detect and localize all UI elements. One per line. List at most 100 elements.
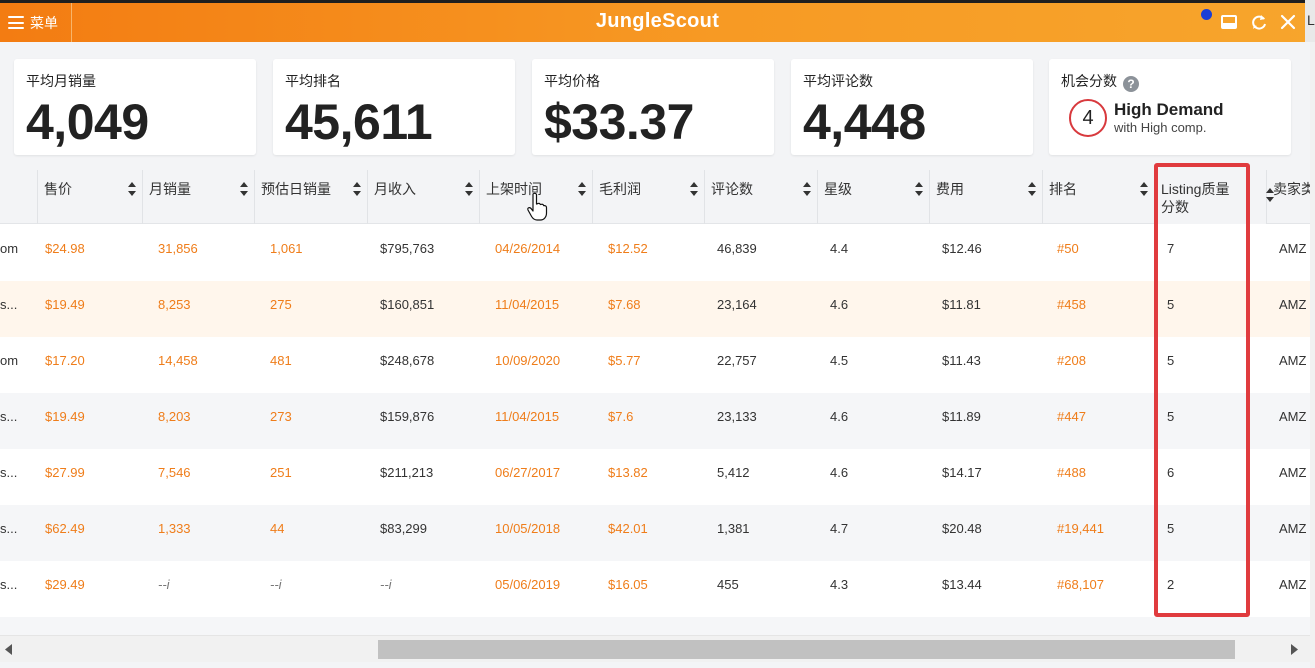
sort-icon[interactable] — [1266, 188, 1274, 202]
table-row[interactable]: s... $19.49 8,203 273 $159,876 11/04/2015 $7.6… — [0, 393, 1310, 449]
cell-revenue: $795,763 — [380, 241, 435, 256]
column-header-label: 月销量 — [149, 181, 191, 197]
summary-cards: 平均月销量 4,049 平均排名 45,611 平均价格 $33.37 平均评论… — [0, 42, 1315, 170]
stat-label: 平均排名 — [285, 73, 341, 89]
cell-price: $17.20 — [45, 353, 85, 368]
column-header-c0[interactable] — [0, 170, 38, 224]
cell-reviews: 5,412 — [717, 465, 750, 480]
cell-daily-sales: 1,061 — [270, 241, 303, 256]
table-row[interactable]: s... $29.49 --i --i --i 05/06/2019 $16.05 455 4.… — [0, 561, 1310, 617]
table-row[interactable]: s... $27.99 7,546 251 $211,213 06/27/2017 $13.… — [0, 449, 1310, 505]
cell-margin: $16.05 — [608, 577, 648, 592]
column-header-fee[interactable]: 费用 — [930, 170, 1043, 224]
refresh-icon[interactable] — [1249, 12, 1269, 32]
product-table: 售价 月销量 预估日销量 月收入 上架时间 毛利润 评论数 星级 费用 排名 Listing质量分数… — [0, 170, 1310, 635]
cell-date: 06/27/2017 — [495, 465, 561, 480]
table-row[interactable]: s... $19.49 8,253 275 $160,851 11/04/2015 $7.6… — [0, 281, 1310, 337]
stat-card-avg-price: 平均价格 $33.37 — [532, 59, 774, 155]
cell-reviews: 455 — [717, 577, 739, 592]
column-header-price[interactable]: 售价 — [38, 170, 143, 224]
sort-icon[interactable] — [578, 182, 586, 196]
cell-monthly-sales: 7,546 — [158, 465, 191, 480]
hamburger-icon — [8, 16, 24, 29]
sort-icon[interactable] — [465, 182, 473, 196]
column-header-monthly-sales[interactable]: 月销量 — [143, 170, 255, 224]
cell-date: 11/04/2015 — [495, 409, 560, 424]
menu-label: 菜单 — [30, 14, 58, 31]
cell-seller: AMZ — [1279, 297, 1307, 312]
brand-logo: JungleScout — [595, 10, 720, 32]
opportunity-title: High Demand — [1114, 100, 1224, 119]
top-bar: 菜单 JungleScout — [0, 0, 1315, 42]
cell-c0: s... — [0, 409, 18, 424]
minimize-window-icon[interactable] — [1219, 12, 1239, 32]
table-row[interactable]: s... $62.49 1,333 44 $83,299 10/05/2018 $42.01… — [0, 505, 1310, 561]
sort-icon[interactable] — [353, 182, 361, 196]
column-header-label: 上架时间 — [486, 181, 542, 197]
cell-fee: $11.89 — [942, 409, 981, 424]
sort-icon[interactable] — [1140, 182, 1148, 196]
cell-margin: $5.77 — [608, 353, 641, 368]
cell-rating: 4.6 — [830, 465, 849, 480]
column-header-seller[interactable]: 卖家类 — [1267, 170, 1310, 224]
stat-value: 4,448 — [803, 94, 926, 150]
cell-rank: #68,107 — [1057, 577, 1104, 592]
cell-reviews: 46,839 — [717, 241, 757, 256]
cell-reviews: 23,164 — [717, 297, 757, 312]
cell-rating: 4.7 — [830, 521, 849, 536]
sort-icon[interactable] — [240, 182, 248, 196]
sort-icon[interactable] — [690, 182, 698, 196]
cell-price: $24.98 — [45, 241, 85, 256]
opportunity-label-text: 机会分数 — [1061, 73, 1117, 89]
cell-monthly-sales: 1,333 — [158, 521, 191, 536]
cell-fee: $11.43 — [942, 353, 981, 368]
menu-button[interactable]: 菜单 — [0, 3, 72, 42]
stat-label: 平均评论数 — [803, 73, 873, 89]
sort-icon[interactable] — [1028, 182, 1036, 196]
sort-icon[interactable] — [128, 182, 136, 196]
cell-c0: s... — [0, 577, 18, 592]
stat-card-avg-rank: 平均排名 45,611 — [273, 59, 515, 155]
column-header-label: 排名 — [1049, 181, 1077, 197]
cell-fee: $11.81 — [942, 297, 981, 312]
background-window-edge: L — [1305, 0, 1315, 42]
scrollbar-thumb[interactable] — [378, 640, 1235, 659]
cell-price: $19.49 — [45, 297, 85, 312]
stat-value: 45,611 — [285, 94, 433, 150]
stat-card-avg-reviews: 平均评论数 4,448 — [791, 59, 1033, 155]
cell-lqs: 5 — [1167, 297, 1175, 312]
table-row[interactable]: om $24.98 31,856 1,061 $795,763 04/26/2014 $12… — [0, 225, 1310, 281]
cell-revenue: --i — [380, 577, 392, 592]
opportunity-label: 机会分数? — [1061, 71, 1139, 92]
cell-monthly-sales: 8,203 — [158, 409, 191, 424]
cell-reviews: 22,757 — [717, 353, 757, 368]
table-row[interactable]: om $17.20 14,458 481 $248,678 10/09/2020 $5.77… — [0, 337, 1310, 393]
cell-price: $19.49 — [45, 409, 85, 424]
close-icon[interactable] — [1278, 12, 1298, 32]
cell-date: 10/05/2018 — [495, 521, 561, 536]
help-icon[interactable]: ? — [1123, 76, 1139, 92]
scroll-left-icon[interactable] — [5, 644, 13, 655]
column-header-lqs[interactable]: Listing质量分数 — [1155, 170, 1274, 224]
cell-revenue: $211,213 — [380, 465, 434, 480]
cell-c0: om — [0, 241, 19, 256]
column-header-revenue[interactable]: 月收入 — [368, 170, 480, 224]
column-header-margin[interactable]: 毛利润 — [593, 170, 705, 224]
stat-label: 平均月销量 — [26, 73, 96, 89]
cell-fee: $13.44 — [942, 577, 982, 592]
column-header-reviews[interactable]: 评论数 — [705, 170, 818, 224]
column-header-rank[interactable]: 排名 — [1043, 170, 1155, 224]
cell-c0: s... — [0, 521, 18, 536]
cell-reviews: 23,133 — [717, 409, 757, 424]
column-header-rating[interactable]: 星级 — [818, 170, 930, 224]
column-header-date[interactable]: 上架时间 — [480, 170, 593, 224]
column-header-daily-sales[interactable]: 预估日销量 — [255, 170, 368, 224]
cell-daily-sales: 273 — [270, 409, 292, 424]
cell-margin: $13.82 — [608, 465, 648, 480]
horizontal-scrollbar[interactable] — [0, 635, 1310, 662]
sort-icon[interactable] — [915, 182, 923, 196]
scroll-right-icon[interactable] — [1291, 644, 1299, 655]
sort-icon[interactable] — [803, 182, 811, 196]
cell-seller: AMZ — [1279, 465, 1307, 480]
